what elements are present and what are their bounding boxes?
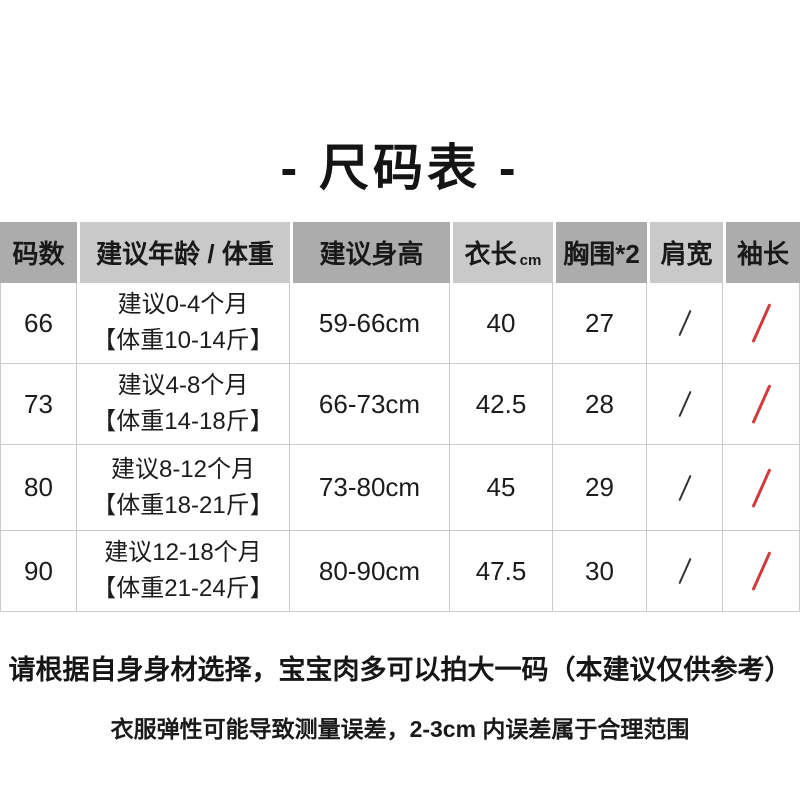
cell-length: 45 [450,445,553,530]
age-weight-line: 【体重14-18斤】 [92,408,274,435]
cell-height: 66-73cm [290,364,450,444]
cell-sleeve [723,364,800,444]
slash-mark [677,474,692,501]
header-label: 胸围*2 [563,239,640,269]
cell-height: 73-80cm [290,445,450,530]
cell-age: 建议12-18个月 【体重21-24斤】 [77,531,290,611]
slash-mark [677,390,692,418]
table-row: 66 建议0-4个月 【体重10-14斤】 59-66cm 40 27 [0,283,800,364]
age-weight-line: 【体重10-14斤】 [92,327,274,354]
header-label: 建议年龄 / 体重 [96,239,274,269]
header-cell-chest: 胸围*2 [553,222,647,283]
slash-mark [677,557,692,585]
cell-age: 建议4-8个月 【体重14-18斤】 [77,364,290,444]
slash-mark [677,309,692,337]
cell-height: 80-90cm [290,531,450,611]
note-tolerance: 衣服弹性可能导致测量误差，2-3cm 内误差属于合理范围 [110,716,690,742]
note-sizing-advice: 请根据自身身材选择，宝宝肉多可以拍大一码（本建议仅供参考） [8,655,792,685]
header-label: 肩宽 [660,239,713,269]
age-weight-line: 建议0-4个月 [117,291,249,318]
cell-length: 47.5 [450,531,553,611]
cell-height: 59-66cm [290,283,450,363]
cell-chest: 27 [553,283,647,363]
red-slash-mark [751,384,771,424]
header-label: 衣长 [464,239,517,269]
header-label: 袖长 [736,239,789,269]
header-cell-age: 建议年龄 / 体重 [77,222,290,283]
cell-chest: 28 [553,364,647,444]
cell-shoulder [647,531,723,611]
header-label: 码数 [12,239,65,269]
cell-sleeve [723,531,800,611]
red-slash-mark [751,551,771,591]
header-cell-length: 衣长 cm [450,222,553,283]
cell-size: 73 [0,364,77,444]
table-body: 66 建议0-4个月 【体重10-14斤】 59-66cm 40 27 73 建议4-8个月【… [0,283,800,612]
cell-size: 90 [0,531,77,611]
header-label: 建议身高 [319,239,424,269]
cell-length: 40 [450,283,553,363]
size-chart-table: 码数 建议年龄 / 体重 建议身高 衣长 cm 胸围*2 肩宽 袖长 66 建议0-4个月 【体重… [0,222,800,612]
age-weight-line: 建议4-8个月 [117,372,249,399]
red-slash-mark [751,467,771,508]
cell-size: 80 [0,445,77,530]
table-row: 73 建议4-8个月 【体重14-18斤】 66-73cm 42.5 28 [0,364,800,445]
table-row: 90 建议12-18个月 【体重21-24斤】 80-90cm 47.5 30 [0,531,800,612]
age-weight-line: 【体重21-24斤】 [92,575,274,602]
cell-chest: 29 [553,445,647,530]
header-cell-height: 建议身高 [290,222,450,283]
cell-shoulder [647,364,723,444]
cell-age: 建议8-12个月 【体重18-21斤】 [77,445,290,530]
header-cell-shoulder: 肩宽 [647,222,723,283]
table-row: 80 建议8-12个月 【体重18-21斤】 73-80cm 45 29 [0,445,800,531]
cell-age: 建议0-4个月 【体重10-14斤】 [77,283,290,363]
age-weight-line: 【体重18-21斤】 [92,491,274,519]
cell-sleeve [723,283,800,363]
red-slash-mark [751,303,771,343]
page-title: - 尺码表 - [280,140,520,196]
header-cell-size: 码数 [0,222,77,283]
cell-size: 66 [0,283,77,363]
header-cell-sleeve: 袖长 [723,222,800,283]
age-weight-line: 建议8-12个月 [110,455,256,483]
cell-length: 42.5 [450,364,553,444]
age-weight-line: 建议12-18个月 [104,539,262,566]
cell-chest: 30 [553,531,647,611]
cell-shoulder [647,445,723,530]
cell-sleeve [723,445,800,530]
table-header-row: 码数 建议年龄 / 体重 建议身高 衣长 cm 胸围*2 肩宽 袖长 [0,222,800,283]
unit-label: cm [519,252,542,269]
cell-shoulder [647,283,723,363]
